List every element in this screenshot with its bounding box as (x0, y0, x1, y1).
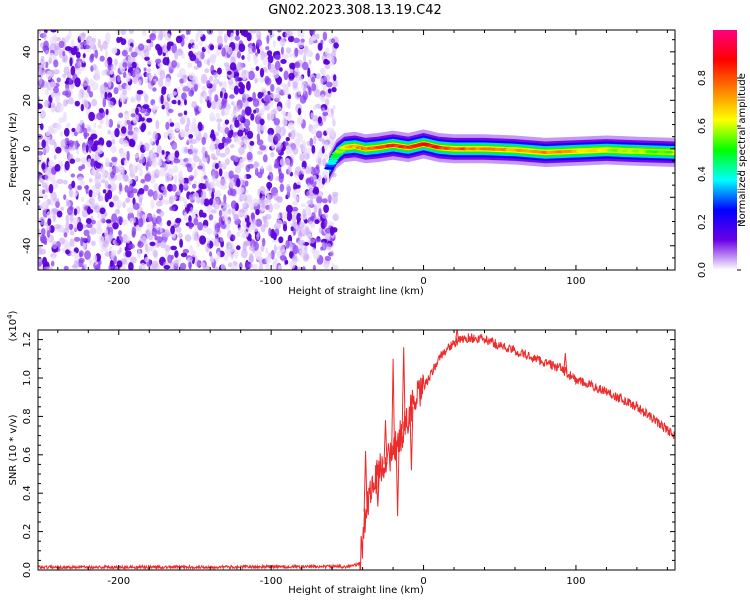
snr-y-axis-label: SNR (10 * v/v) (8, 414, 19, 485)
spectrogram-x-ticks: -200 -100 0 100 (57, 30, 668, 287)
colorbar-tick-label: 0.8 (697, 70, 708, 86)
x-tick-label: -100 (260, 576, 283, 587)
spectrogram-frame (37, 29, 676, 271)
y-tick-label: 0.2 (22, 524, 33, 540)
y-tick-label: 0 (22, 146, 33, 152)
figure-title: GN02.2023.308.13.19.C42 (268, 3, 442, 18)
spectrogram-x-axis-label: Height of straight line (km) (288, 286, 424, 297)
y-tick-label: 1.2 (22, 332, 33, 348)
colorbar-gradient (713, 30, 737, 270)
snr-spike (409, 406, 414, 471)
spectrogram-y-axis-label: Frequency (Hz) (8, 112, 19, 188)
snr-y-ticks: 0.0 0.2 0.4 0.6 0.8 1.0 1.2 (22, 332, 675, 578)
y-tick-label: 0.0 (22, 562, 33, 578)
colorbar-tick-label: 0.2 (697, 214, 708, 230)
colorbar-tick-label: 0.4 (697, 166, 708, 182)
y-tick-label: 0.4 (22, 485, 33, 501)
snr-x-ticks: -200 -100 0 100 (57, 330, 668, 587)
y-tick-label: -40 (22, 238, 33, 254)
spectrogram-y-ticks: -40 -20 0 20 40 (22, 39, 675, 259)
snr-plot-area (38, 330, 675, 570)
snr-spike (455, 330, 460, 342)
x-tick-label: 100 (566, 576, 585, 587)
colorbar-tick-label: 0.0 (697, 262, 708, 278)
y-tick-label: 1.0 (22, 370, 33, 386)
snr-spike (375, 473, 380, 507)
snr-spike (401, 347, 406, 430)
snr-spike (391, 358, 396, 459)
snr-frame (37, 329, 676, 571)
spectrogram-noise (38, 30, 339, 270)
snr-series-line (38, 333, 675, 570)
snr-spike (363, 450, 368, 513)
spectrogram-signal-ridge (324, 129, 675, 183)
x-tick-label: -100 (260, 276, 283, 287)
snr-spike (383, 420, 388, 465)
snr-spike (395, 441, 400, 517)
y-tick-label: 0.8 (22, 408, 33, 424)
x-tick-label: 0 (420, 576, 426, 587)
colorbar: 0.0 0.2 0.4 0.6 0.8 Normalized spectral ampl… (697, 30, 748, 278)
y-tick-label: 40 (22, 45, 33, 58)
y-tick-label: 20 (22, 94, 33, 107)
x-tick-label: 0 (420, 276, 426, 287)
spectrogram-plot-area (38, 30, 675, 270)
y-tick-label: 0.6 (22, 447, 33, 463)
snr-panel: -200 -100 0 100 0.0 0.2 0.4 0.6 0.8 1.0 1.2 Heigh… (6, 310, 676, 596)
snr-spike (563, 352, 568, 372)
snr-x-axis-label: Height of straight line (km) (288, 585, 424, 596)
colorbar-tick-label: 0.6 (697, 118, 708, 134)
snr-y-scale-factor: (x104) (6, 310, 19, 341)
x-tick-label: -200 (107, 276, 130, 287)
colorbar-label: Normalized spectral amplitude (737, 73, 748, 227)
x-tick-label: 100 (566, 276, 585, 287)
colorbar-ticks: 0.0 0.2 0.4 0.6 0.8 (697, 70, 741, 278)
x-tick-label: -200 (107, 576, 130, 587)
y-tick-label: -20 (22, 189, 33, 205)
